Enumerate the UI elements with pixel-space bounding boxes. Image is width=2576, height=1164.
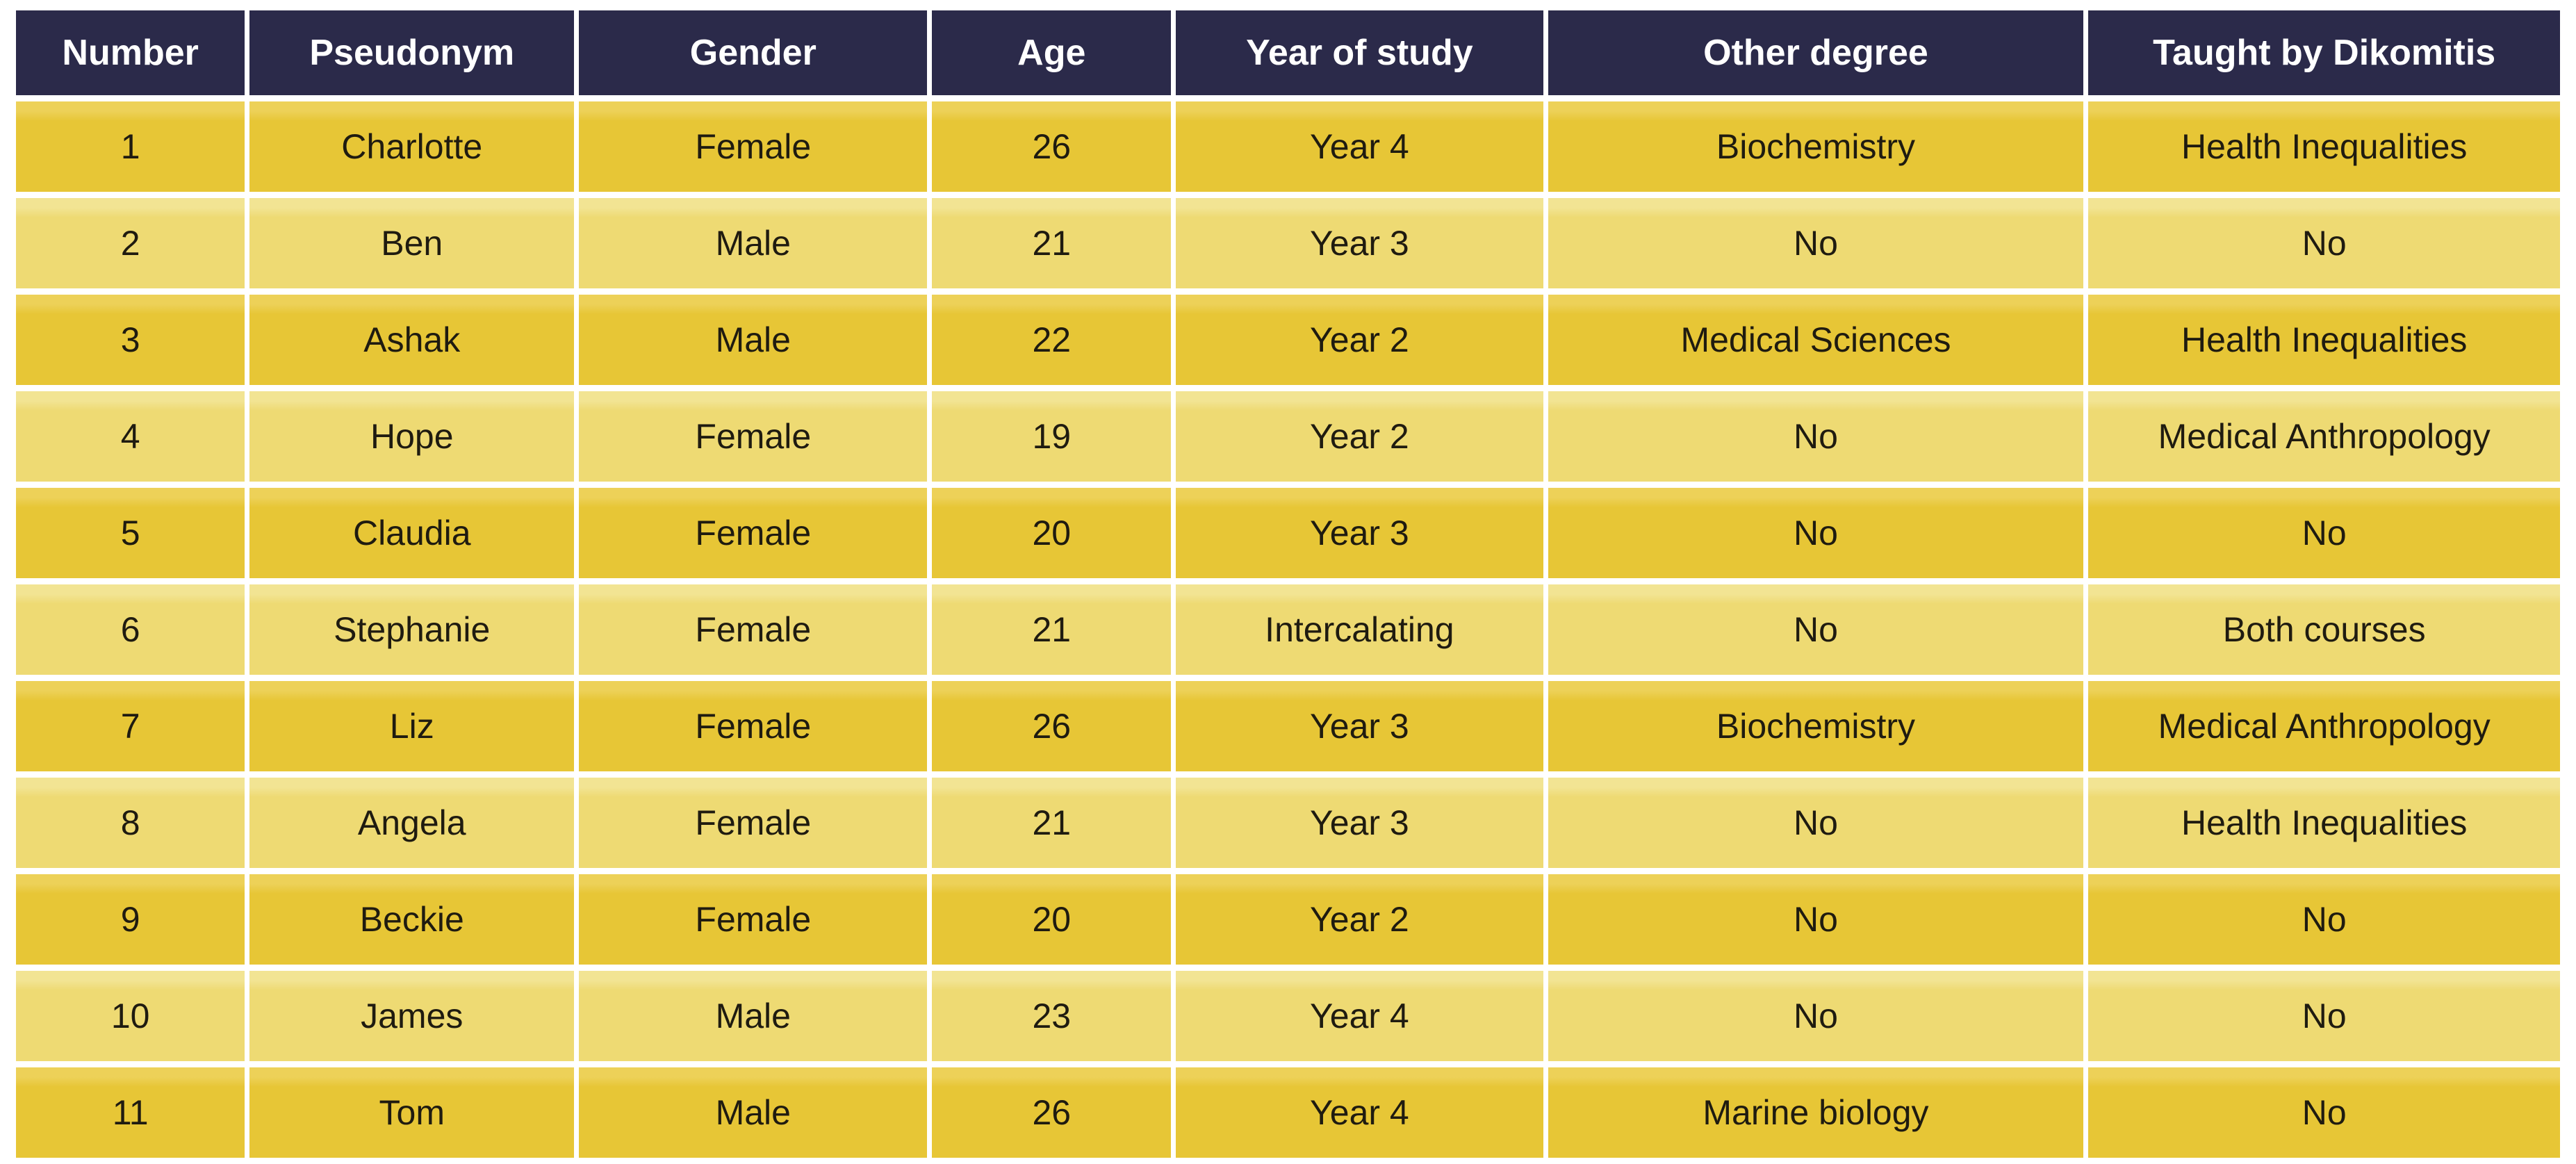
cell-taught-by-dikomitis: No: [2088, 198, 2560, 288]
cell-pseudonym: Stephanie: [249, 584, 575, 675]
cell-pseudonym: Beckie: [249, 874, 575, 965]
cell-other-degree: Biochemistry: [1548, 101, 2084, 192]
column-header-pseudonym: Pseudonym: [249, 10, 575, 95]
cell-year-of-study: Year 3: [1176, 488, 1543, 578]
table-header-row: Number Pseudonym Gender Age Year of stud…: [16, 10, 2560, 95]
cell-gender: Male: [579, 971, 928, 1061]
cell-age: 22: [932, 295, 1172, 385]
cell-pseudonym: James: [249, 971, 575, 1061]
cell-taught-by-dikomitis: No: [2088, 874, 2560, 965]
cell-other-degree: No: [1548, 391, 2084, 482]
cell-number: 8: [16, 778, 245, 868]
cell-taught-by-dikomitis: No: [2088, 971, 2560, 1061]
cell-age: 20: [932, 488, 1172, 578]
cell-pseudonym: Charlotte: [249, 101, 575, 192]
column-header-number: Number: [16, 10, 245, 95]
cell-year-of-study: Year 3: [1176, 778, 1543, 868]
cell-pseudonym: Liz: [249, 681, 575, 771]
cell-taught-by-dikomitis: Both courses: [2088, 584, 2560, 675]
table-row: 2 Ben Male 21 Year 3 No No: [16, 198, 2560, 288]
cell-taught-by-dikomitis: Health Inequalities: [2088, 101, 2560, 192]
cell-year-of-study: Year 4: [1176, 971, 1543, 1061]
cell-number: 2: [16, 198, 245, 288]
cell-year-of-study: Year 4: [1176, 1067, 1543, 1158]
cell-pseudonym: Hope: [249, 391, 575, 482]
cell-other-degree: Medical Sciences: [1548, 295, 2084, 385]
table-row: 9 Beckie Female 20 Year 2 No No: [16, 874, 2560, 965]
cell-taught-by-dikomitis: No: [2088, 1067, 2560, 1158]
cell-number: 7: [16, 681, 245, 771]
cell-age: 23: [932, 971, 1172, 1061]
cell-age: 19: [932, 391, 1172, 482]
cell-age: 21: [932, 584, 1172, 675]
column-header-gender: Gender: [579, 10, 928, 95]
column-header-age: Age: [932, 10, 1172, 95]
table-row: 10 James Male 23 Year 4 No No: [16, 971, 2560, 1061]
cell-number: 11: [16, 1067, 245, 1158]
cell-gender: Male: [579, 198, 928, 288]
cell-year-of-study: Year 2: [1176, 874, 1543, 965]
cell-number: 10: [16, 971, 245, 1061]
participants-table: Number Pseudonym Gender Age Year of stud…: [11, 4, 2565, 1164]
cell-gender: Female: [579, 874, 928, 965]
cell-year-of-study: Intercalating: [1176, 584, 1543, 675]
cell-other-degree: No: [1548, 198, 2084, 288]
cell-age: 20: [932, 874, 1172, 965]
cell-taught-by-dikomitis: No: [2088, 488, 2560, 578]
cell-other-degree: Marine biology: [1548, 1067, 2084, 1158]
cell-pseudonym: Ashak: [249, 295, 575, 385]
cell-year-of-study: Year 3: [1176, 681, 1543, 771]
cell-pseudonym: Tom: [249, 1067, 575, 1158]
cell-pseudonym: Ben: [249, 198, 575, 288]
cell-age: 26: [932, 101, 1172, 192]
cell-gender: Female: [579, 681, 928, 771]
cell-gender: Female: [579, 488, 928, 578]
cell-gender: Female: [579, 778, 928, 868]
cell-pseudonym: Claudia: [249, 488, 575, 578]
cell-taught-by-dikomitis: Health Inequalities: [2088, 295, 2560, 385]
cell-taught-by-dikomitis: Health Inequalities: [2088, 778, 2560, 868]
table-row: 7 Liz Female 26 Year 3 Biochemistry Medi…: [16, 681, 2560, 771]
cell-other-degree: No: [1548, 971, 2084, 1061]
table-row: 4 Hope Female 19 Year 2 No Medical Anthr…: [16, 391, 2560, 482]
cell-taught-by-dikomitis: Medical Anthropology: [2088, 681, 2560, 771]
cell-pseudonym: Angela: [249, 778, 575, 868]
table-row: 11 Tom Male 26 Year 4 Marine biology No: [16, 1067, 2560, 1158]
cell-taught-by-dikomitis: Medical Anthropology: [2088, 391, 2560, 482]
table-row: 5 Claudia Female 20 Year 3 No No: [16, 488, 2560, 578]
column-header-other-degree: Other degree: [1548, 10, 2084, 95]
cell-other-degree: No: [1548, 584, 2084, 675]
cell-number: 3: [16, 295, 245, 385]
cell-gender: Male: [579, 1067, 928, 1158]
cell-number: 6: [16, 584, 245, 675]
cell-other-degree: No: [1548, 778, 2084, 868]
cell-year-of-study: Year 3: [1176, 198, 1543, 288]
cell-gender: Female: [579, 584, 928, 675]
cell-gender: Male: [579, 295, 928, 385]
table-row: 6 Stephanie Female 21 Intercalating No B…: [16, 584, 2560, 675]
cell-number: 4: [16, 391, 245, 482]
table-row: 1 Charlotte Female 26 Year 4 Biochemistr…: [16, 101, 2560, 192]
cell-other-degree: No: [1548, 488, 2084, 578]
cell-other-degree: Biochemistry: [1548, 681, 2084, 771]
cell-age: 26: [932, 1067, 1172, 1158]
cell-year-of-study: Year 4: [1176, 101, 1543, 192]
cell-number: 5: [16, 488, 245, 578]
cell-age: 26: [932, 681, 1172, 771]
cell-number: 1: [16, 101, 245, 192]
cell-gender: Female: [579, 101, 928, 192]
cell-number: 9: [16, 874, 245, 965]
table-row: 3 Ashak Male 22 Year 2 Medical Sciences …: [16, 295, 2560, 385]
table-row: 8 Angela Female 21 Year 3 No Health Ineq…: [16, 778, 2560, 868]
cell-age: 21: [932, 198, 1172, 288]
cell-gender: Female: [579, 391, 928, 482]
cell-age: 21: [932, 778, 1172, 868]
column-header-taught-by-dikomitis: Taught by Dikomitis: [2088, 10, 2560, 95]
cell-year-of-study: Year 2: [1176, 295, 1543, 385]
cell-other-degree: No: [1548, 874, 2084, 965]
cell-year-of-study: Year 2: [1176, 391, 1543, 482]
column-header-year-of-study: Year of study: [1176, 10, 1543, 95]
